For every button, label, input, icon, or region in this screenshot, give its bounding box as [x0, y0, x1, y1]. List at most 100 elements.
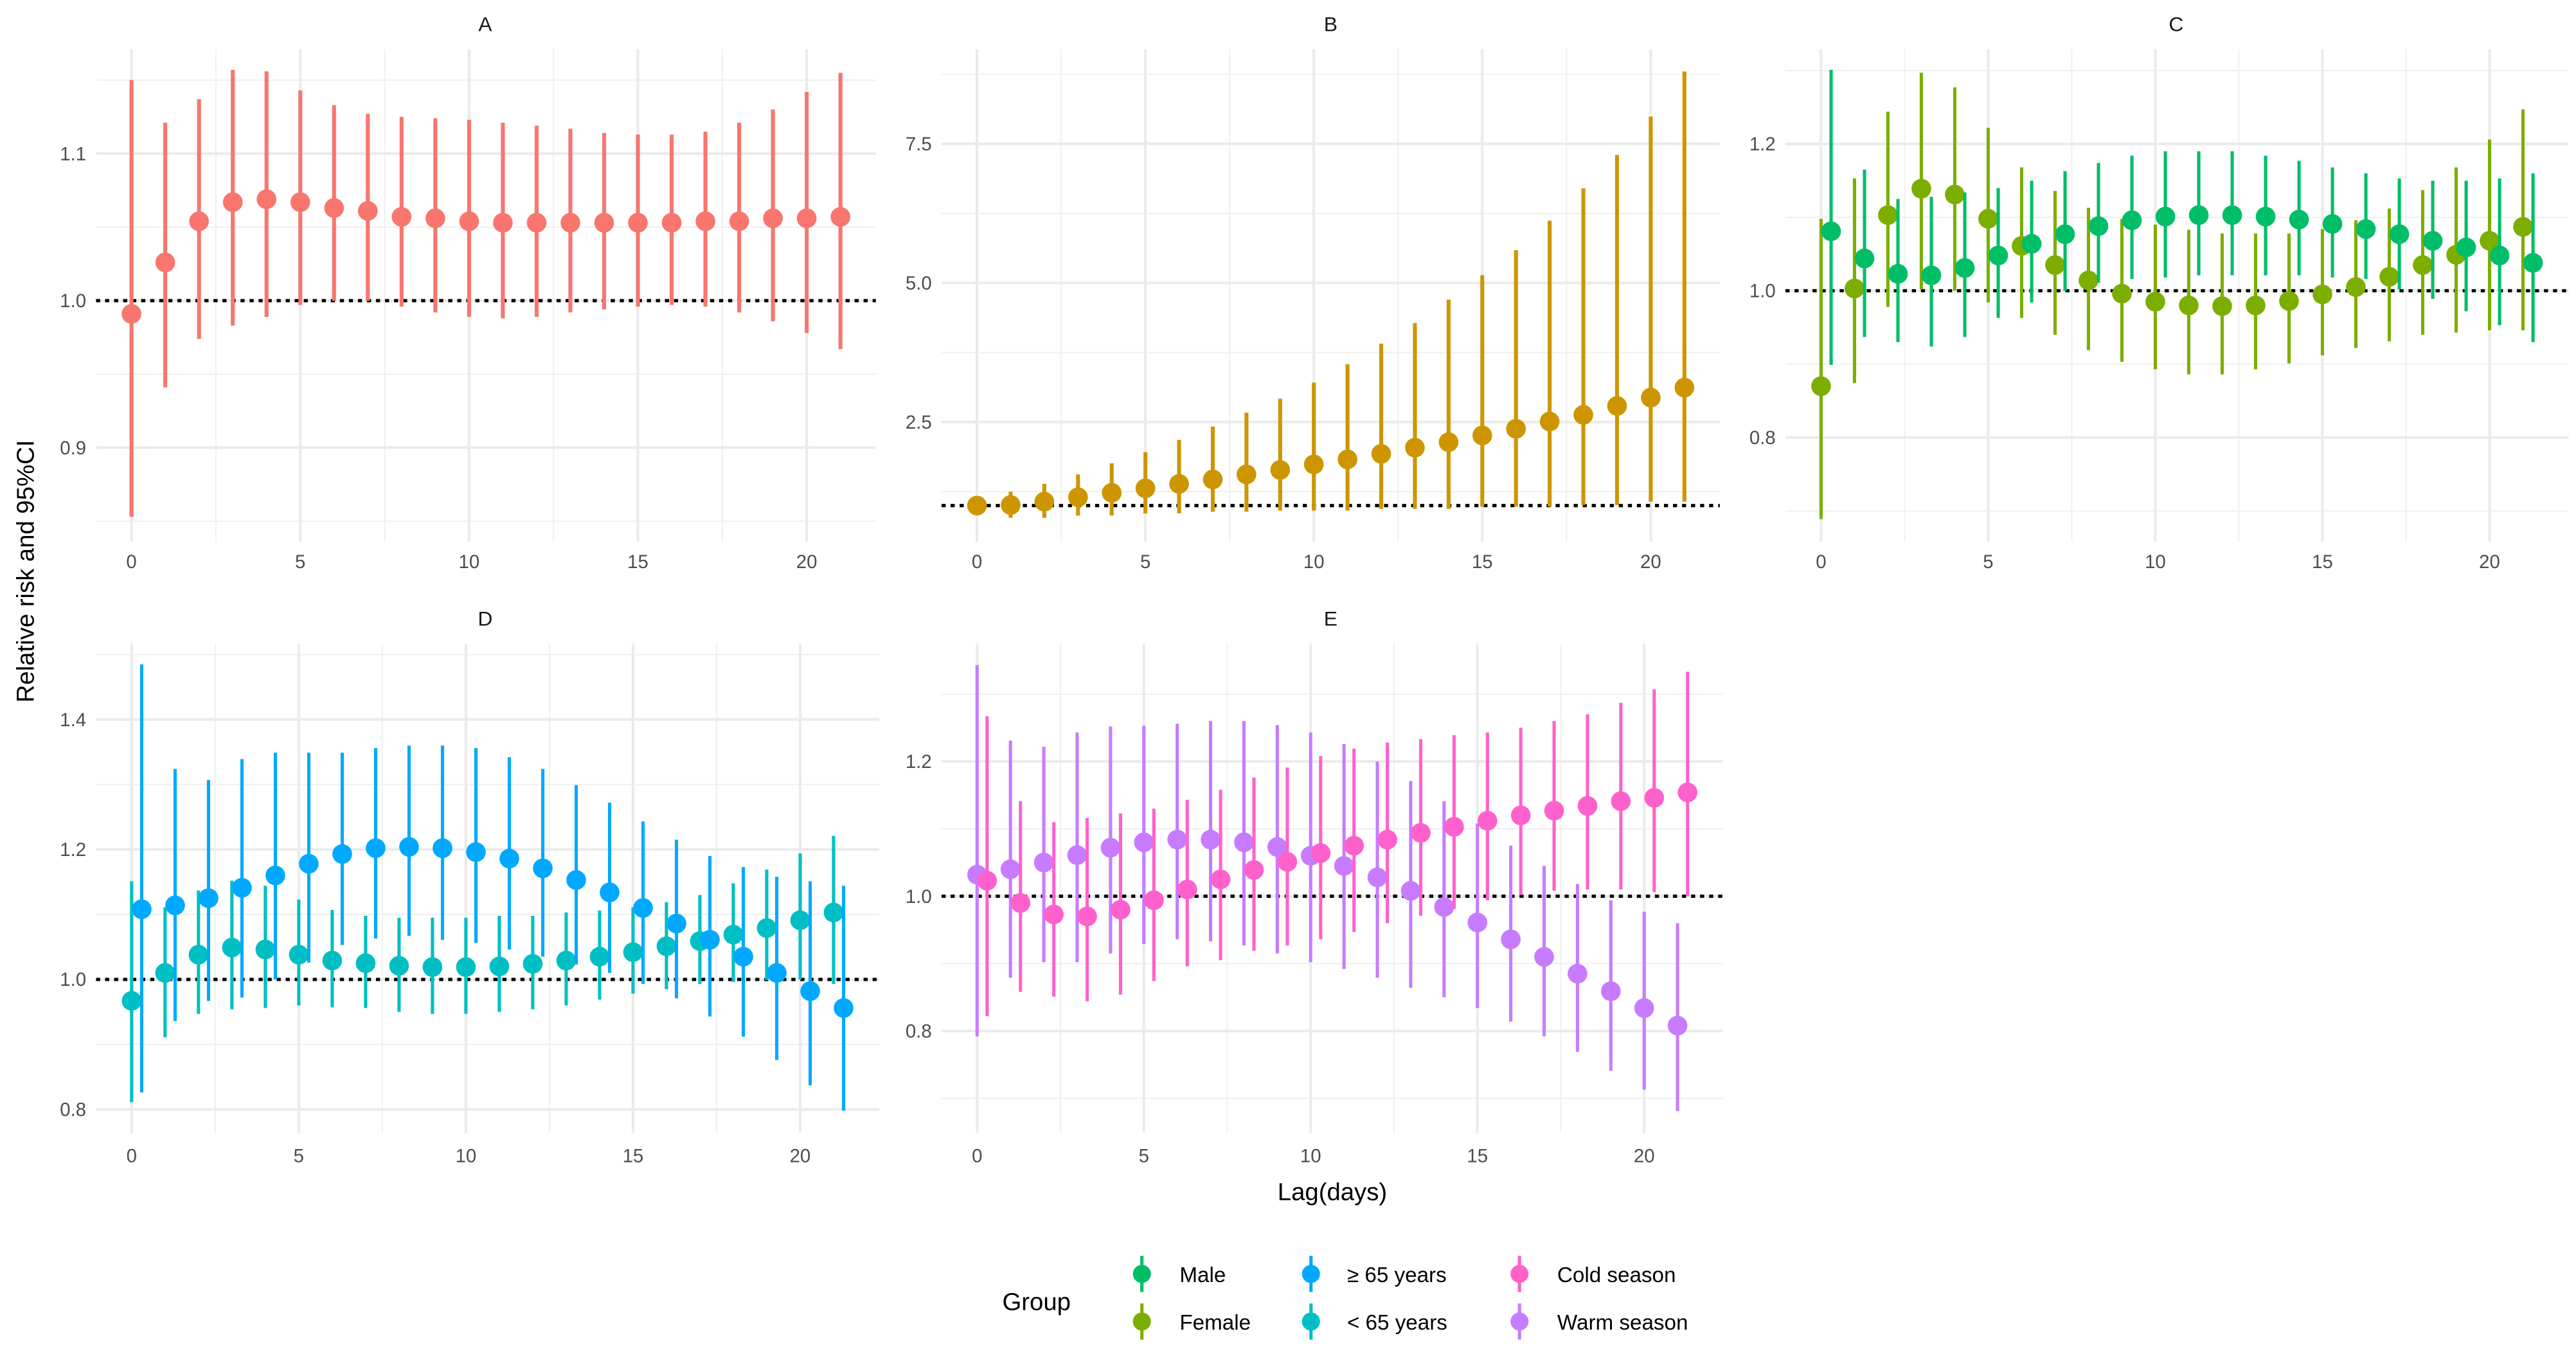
data-point	[2312, 284, 2332, 305]
data-point	[121, 991, 142, 1011]
x-tick-label: 0	[972, 1146, 982, 1167]
data-point	[289, 945, 309, 965]
y-tick-label: 5.0	[906, 273, 932, 294]
x-tick-label: 20	[1640, 551, 1661, 573]
data-point	[1102, 483, 1122, 503]
data-point	[399, 837, 419, 857]
data-point	[1510, 805, 1531, 826]
data-point	[1303, 454, 1324, 474]
data-point	[1644, 788, 1665, 808]
series-male	[1821, 69, 2543, 365]
data-point	[1068, 487, 1088, 508]
data-point	[232, 878, 252, 898]
panel-e: 0.8 1.0 1.2 0 5 10 15 20 E	[906, 607, 1723, 1167]
data-point	[2021, 233, 2042, 254]
panel-title: C	[2169, 13, 2183, 36]
data-point	[1201, 830, 1221, 850]
data-point	[1077, 906, 1097, 927]
data-point	[2480, 231, 2500, 251]
data-point	[1310, 843, 1331, 863]
x-tick-label: 0	[972, 551, 982, 573]
data-point	[2456, 237, 2476, 258]
data-point	[2079, 271, 2098, 290]
x-tick-label: 15	[2312, 551, 2333, 573]
data-point	[1135, 478, 1156, 499]
data-point	[459, 211, 479, 231]
panel-d: 0.8 1.0 1.2 1.4 0 5 10 15 20 D	[60, 607, 879, 1167]
data-point	[1371, 443, 1391, 464]
x-tick-label: 15	[1472, 551, 1493, 573]
data-point	[756, 918, 777, 938]
data-point	[733, 947, 753, 967]
legend-label: < 65 years	[1347, 1311, 1447, 1335]
data-point	[2289, 210, 2309, 229]
data-point	[1501, 929, 1521, 949]
data-point	[1539, 411, 1560, 432]
data-point	[1611, 791, 1631, 812]
y-tick-label: 1.0	[60, 290, 86, 312]
legend-label: Warm season	[1557, 1311, 1688, 1335]
legend-key-point	[1510, 1265, 1529, 1283]
series-cold-season	[977, 672, 1697, 1017]
y-tick-label: 1.2	[906, 751, 932, 772]
data-point	[322, 950, 343, 971]
data-point	[1234, 832, 1254, 852]
data-point	[466, 842, 486, 862]
data-point	[628, 213, 648, 233]
data-point	[493, 213, 513, 233]
data-point	[1367, 867, 1388, 888]
x-tick-label: 10	[459, 551, 480, 573]
data-point	[1854, 248, 1875, 269]
data-point	[1600, 981, 1621, 1001]
x-tick-label: 15	[1467, 1146, 1488, 1167]
legend-item-male: Male	[1132, 1256, 1226, 1292]
data-point	[1477, 810, 1498, 831]
data-point	[2255, 206, 2276, 227]
data-point	[1377, 830, 1397, 850]
legend: Group Male Female ≥ 65 years < 65 years …	[1003, 1256, 1688, 1340]
data-point	[2523, 253, 2543, 273]
x-tick-label: 15	[623, 1146, 644, 1167]
data-point	[2389, 224, 2410, 244]
legend-key-point	[1301, 1312, 1320, 1331]
legend-title: Group	[1003, 1288, 1071, 1316]
data-point	[132, 899, 152, 920]
data-point	[1467, 913, 1488, 932]
x-tick-label: 20	[1634, 1146, 1655, 1167]
data-point	[1506, 418, 1526, 439]
x-tick-label: 10	[2145, 551, 2166, 573]
data-point	[556, 950, 577, 971]
data-point	[357, 201, 378, 221]
data-point	[1573, 405, 1593, 425]
data-point	[633, 898, 653, 918]
data-point	[2045, 255, 2065, 275]
data-point	[1000, 859, 1021, 879]
y-tick-label: 1.0	[60, 969, 86, 990]
series--65-years	[121, 835, 844, 1103]
data-point	[594, 213, 614, 233]
data-point	[1634, 998, 1654, 1018]
data-point	[977, 871, 997, 891]
data-point	[2088, 216, 2109, 236]
data-point	[695, 211, 715, 231]
data-point	[165, 895, 185, 916]
panel-c: 0.8 1.0 1.2 0 5 10 15 20 C	[1749, 13, 2569, 573]
legend-key-point	[1132, 1265, 1151, 1283]
data-point	[1677, 782, 1697, 803]
data-point	[121, 304, 141, 324]
x-axis-label: Lag(days)	[1278, 1178, 1387, 1206]
data-point	[2055, 224, 2075, 244]
data-point	[2145, 292, 2165, 312]
data-point	[265, 865, 285, 886]
data-point	[2246, 295, 2266, 316]
legend-key-point	[1301, 1265, 1320, 1283]
data-point	[729, 211, 749, 231]
series-all	[967, 71, 1695, 518]
data-point	[433, 838, 452, 859]
data-point	[1277, 852, 1298, 872]
data-point	[763, 208, 783, 229]
data-point	[2279, 291, 2299, 311]
data-point	[222, 938, 242, 958]
